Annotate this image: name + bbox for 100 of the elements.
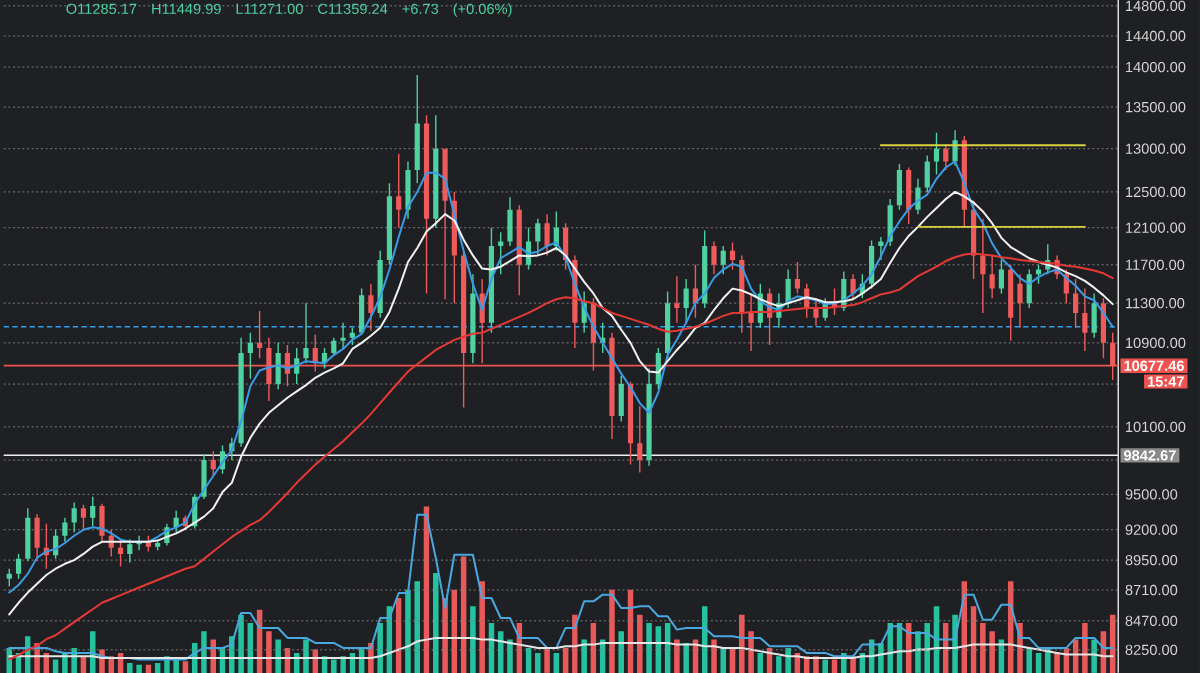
candlestick <box>989 255 995 299</box>
y-tick-label: 14800.00 <box>1126 0 1186 12</box>
bar <box>618 631 625 673</box>
bar <box>581 639 587 673</box>
bar <box>720 647 727 673</box>
y-tick-label: 9500.00 <box>1125 489 1178 500</box>
y-tick-label: 14000.00 <box>1126 61 1186 73</box>
y-tick-label: 8710.00 <box>1125 584 1178 596</box>
bar <box>507 639 513 673</box>
candlestick <box>62 517 68 542</box>
candlestick <box>368 283 374 331</box>
candlestick <box>470 274 476 364</box>
ref-line-label: 10677.46 <box>1124 360 1184 371</box>
bar <box>739 614 745 673</box>
bar <box>915 631 921 673</box>
bar <box>182 661 189 673</box>
candlestick <box>1008 264 1014 341</box>
candlestick <box>331 337 337 356</box>
candlestick <box>748 293 754 352</box>
bar <box>544 647 550 673</box>
candlestick <box>173 510 179 533</box>
y-tick-label: 14400.00 <box>1126 30 1186 42</box>
candlestick <box>71 502 77 533</box>
y-tick-label: 12100.00 <box>1126 222 1186 233</box>
bar <box>637 614 643 673</box>
bar <box>989 631 995 673</box>
candlestick <box>442 148 448 300</box>
candlestick <box>359 288 365 335</box>
candlestick <box>924 155 930 192</box>
candlestick <box>340 322 346 348</box>
candlestick <box>238 337 244 447</box>
candlestick <box>1091 293 1097 338</box>
bar <box>173 659 179 673</box>
y-tick-label: 8250.00 <box>1125 644 1178 656</box>
candlestick <box>99 503 105 542</box>
y-tick-label: 11300.00 <box>1126 298 1185 309</box>
bar <box>238 614 244 673</box>
bar <box>553 652 560 673</box>
candlestick <box>544 214 550 256</box>
bar <box>1035 652 1042 673</box>
candlestick <box>34 514 40 562</box>
ref-line-label: 9842.67 <box>1124 450 1176 461</box>
candlestick <box>201 454 207 500</box>
candlestick <box>1082 288 1088 352</box>
bar <box>303 639 309 673</box>
candlestick <box>433 115 439 228</box>
candlestick <box>618 375 624 422</box>
bar <box>1026 647 1033 673</box>
bar <box>785 647 791 673</box>
bar <box>377 623 383 673</box>
bar <box>470 606 476 673</box>
bar <box>646 623 652 673</box>
y-tick-label: 11700.00 <box>1126 259 1185 271</box>
bar <box>674 639 680 673</box>
candlestick <box>386 183 393 265</box>
y-tick-label: 8470.00 <box>1125 615 1178 627</box>
candlestick <box>674 276 680 323</box>
candlestick <box>303 303 309 364</box>
candlestick <box>683 279 689 323</box>
bar <box>924 623 931 673</box>
candlestick <box>25 508 31 562</box>
bar <box>275 639 281 673</box>
bar <box>127 662 133 673</box>
candlestick <box>896 164 903 210</box>
candlestick <box>127 539 133 563</box>
candlestick <box>80 504 87 530</box>
y-tick-label: 13500.00 <box>1126 101 1186 113</box>
y-tick-label: 10100.00 <box>1126 421 1186 433</box>
candlestick <box>980 218 986 313</box>
candlestick <box>15 553 22 579</box>
bar <box>535 652 541 673</box>
candlestick <box>405 161 411 219</box>
bar <box>266 631 272 673</box>
bar <box>414 581 421 673</box>
bar <box>776 656 782 673</box>
candlestick <box>275 342 281 390</box>
candlestick <box>507 197 513 247</box>
y-tick-label: 9200.00 <box>1125 524 1178 535</box>
chart-title: O11285.17 H11449.99 L11271.00 C11359.24 +6.73 (+0.06%) <box>66 3 512 17</box>
candlestick <box>998 260 1005 294</box>
bar <box>748 631 754 673</box>
bar <box>89 631 96 673</box>
text: 15:47 <box>1148 376 1184 387</box>
y-tick-label: 8950.00 <box>1125 555 1178 566</box>
y-tick-label: 12500.00 <box>1126 186 1186 198</box>
bar <box>1091 639 1097 673</box>
candlestick <box>1017 274 1023 328</box>
bar <box>822 659 829 673</box>
candlestick <box>646 368 652 466</box>
bar <box>757 652 764 673</box>
candlestick <box>90 496 96 527</box>
bar <box>609 589 615 673</box>
bar <box>331 659 337 673</box>
candlestick <box>906 167 912 225</box>
y-tick-label: 13000.00 <box>1126 143 1186 154</box>
bar <box>479 581 485 673</box>
candlestick <box>377 250 383 318</box>
candlestick <box>915 178 921 215</box>
y-tick-label: 10900.00 <box>1126 337 1186 349</box>
candlestick <box>711 241 717 275</box>
